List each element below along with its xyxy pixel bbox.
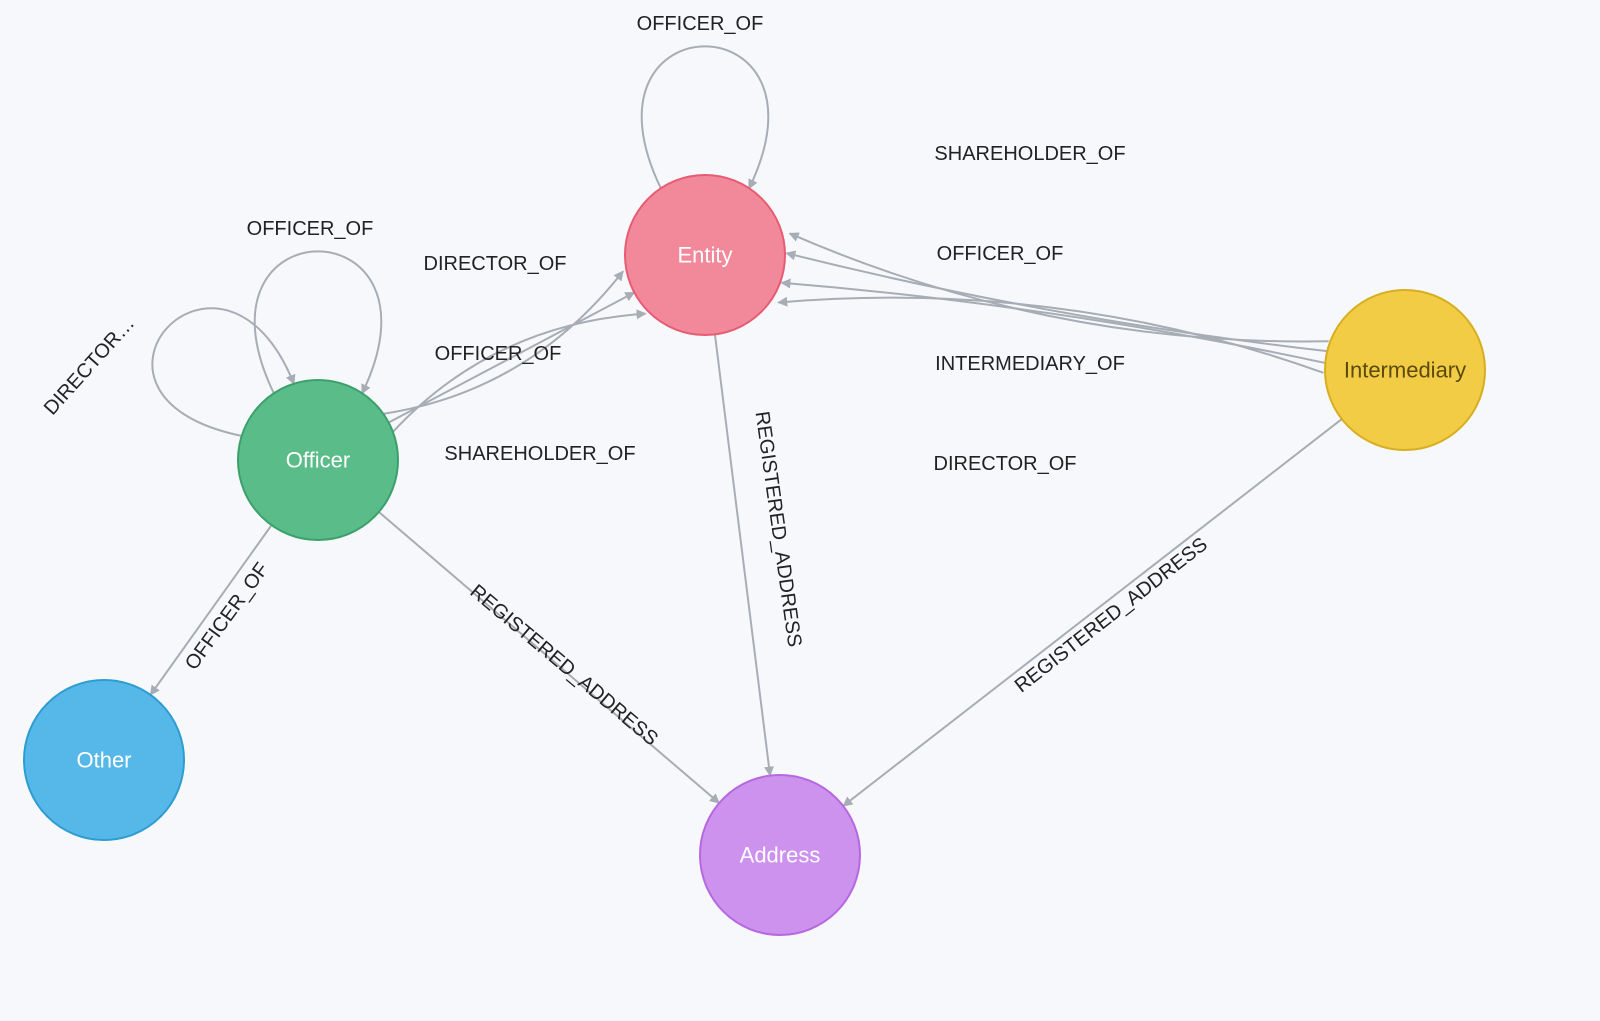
node-other[interactable]: Other bbox=[24, 680, 184, 840]
node-address[interactable]: Address bbox=[700, 775, 860, 935]
edge-intermediary-entity-6 bbox=[790, 233, 1329, 341]
edge-label-entity-entity-0: OFFICER_OF bbox=[637, 13, 764, 35]
edge-label-intermediary-entity-9: DIRECTOR_OF bbox=[934, 453, 1077, 475]
edge-label-intermediary-entity-6: SHAREHOLDER_OF bbox=[934, 143, 1125, 165]
node-intermediary[interactable]: Intermediary bbox=[1325, 290, 1485, 450]
edge-label-officer-other-10: OFFICER_OF bbox=[181, 559, 273, 674]
edge-label-officer-entity-5: SHAREHOLDER_OF bbox=[444, 443, 635, 465]
edge-label-intermediary-address-13: REGISTERED_ADDRESS bbox=[1011, 533, 1212, 697]
edge-labels-layer: OFFICER_OF OFFICER_OF DIRECTOR… DIRECTOR_OF… bbox=[40, 13, 1212, 750]
edge-label-officer-address-12: REGISTERED_ADDRESS bbox=[466, 581, 662, 751]
edge-label-officer-entity-4: OFFICER_OF bbox=[435, 343, 562, 365]
edge-officer-officer-1 bbox=[255, 251, 382, 393]
edge-label-entity-address-11: REGISTERED_ADDRESS bbox=[750, 410, 805, 649]
node-officer[interactable]: Officer bbox=[238, 380, 398, 540]
edge-officer-entity-5 bbox=[384, 271, 623, 413]
edge-officer-entity-4 bbox=[389, 292, 635, 422]
edge-label-officer-officer-2: DIRECTOR… bbox=[40, 313, 139, 420]
edge-intermediary-address-13 bbox=[843, 419, 1342, 806]
edge-label-officer-entity-3: DIRECTOR_OF bbox=[424, 253, 567, 275]
graph-canvas: EntityOfficerIntermediaryAddressOtherOFF… bbox=[0, 0, 1600, 1021]
nodes-layer: Entity Officer Intermediary Address Other bbox=[24, 175, 1485, 935]
edge-officer-entity-3 bbox=[393, 314, 645, 432]
edge-entity-address-11 bbox=[715, 334, 770, 775]
edge-entity-entity-0 bbox=[642, 46, 769, 188]
edge-intermediary-entity-8 bbox=[782, 283, 1326, 363]
edge-officer-address-12 bbox=[379, 512, 719, 803]
edge-label-officer-officer-1: OFFICER_OF bbox=[247, 218, 374, 240]
edge-officer-other-10 bbox=[150, 525, 271, 695]
edge-label-intermediary-entity-7: OFFICER_OF bbox=[937, 243, 1064, 265]
node-entity[interactable]: Entity bbox=[625, 175, 785, 335]
edge-intermediary-entity-7 bbox=[786, 253, 1327, 351]
edge-intermediary-entity-9 bbox=[778, 298, 1323, 373]
edge-label-intermediary-entity-8: INTERMEDIARY_OF bbox=[935, 353, 1125, 375]
